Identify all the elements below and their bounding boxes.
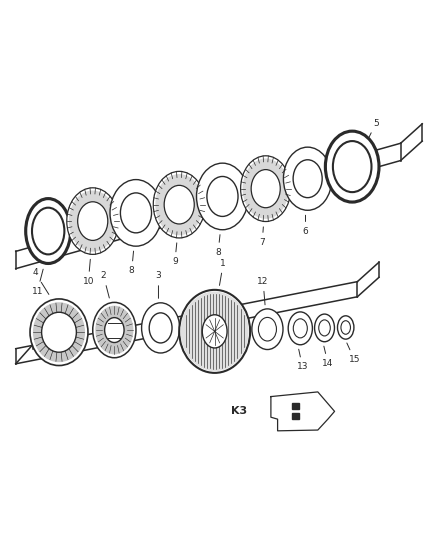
Ellipse shape <box>69 190 117 252</box>
Ellipse shape <box>288 312 312 345</box>
Ellipse shape <box>26 199 71 263</box>
Text: 14: 14 <box>322 346 334 368</box>
Ellipse shape <box>30 299 88 366</box>
Ellipse shape <box>110 180 162 246</box>
Ellipse shape <box>32 208 64 254</box>
Ellipse shape <box>180 292 249 371</box>
Text: 10: 10 <box>83 260 94 286</box>
Ellipse shape <box>105 318 124 343</box>
Text: 4: 4 <box>32 268 49 294</box>
Text: 9: 9 <box>172 243 178 266</box>
Text: K3: K3 <box>231 406 247 416</box>
Text: 8: 8 <box>129 251 134 276</box>
Ellipse shape <box>197 163 248 230</box>
Ellipse shape <box>293 160 322 198</box>
Ellipse shape <box>78 202 108 240</box>
Polygon shape <box>292 403 299 409</box>
Ellipse shape <box>243 158 289 219</box>
Ellipse shape <box>153 172 205 238</box>
Ellipse shape <box>33 302 85 362</box>
Text: 12: 12 <box>258 277 269 305</box>
Ellipse shape <box>283 147 332 211</box>
Ellipse shape <box>93 302 136 358</box>
Ellipse shape <box>341 321 350 334</box>
Ellipse shape <box>141 303 180 353</box>
Text: 11: 11 <box>32 269 43 296</box>
Ellipse shape <box>207 176 238 216</box>
Ellipse shape <box>120 193 152 233</box>
Ellipse shape <box>202 315 227 348</box>
Text: 1: 1 <box>219 259 226 285</box>
Ellipse shape <box>252 309 283 350</box>
Ellipse shape <box>325 131 379 202</box>
Ellipse shape <box>338 316 354 339</box>
Text: 15: 15 <box>347 343 360 364</box>
Ellipse shape <box>314 314 335 342</box>
Ellipse shape <box>67 188 119 254</box>
Ellipse shape <box>240 156 291 222</box>
Ellipse shape <box>251 169 280 208</box>
Ellipse shape <box>42 312 76 352</box>
Ellipse shape <box>149 313 172 343</box>
Ellipse shape <box>258 318 276 341</box>
Ellipse shape <box>164 185 194 224</box>
Ellipse shape <box>319 320 330 336</box>
Text: 3: 3 <box>155 271 161 298</box>
Text: 6: 6 <box>303 215 308 236</box>
Ellipse shape <box>293 319 307 338</box>
Ellipse shape <box>333 141 371 192</box>
Ellipse shape <box>95 306 134 354</box>
Text: 5: 5 <box>368 118 379 138</box>
Text: 8: 8 <box>215 235 221 257</box>
Text: 2: 2 <box>101 271 110 298</box>
Ellipse shape <box>179 290 250 373</box>
Ellipse shape <box>155 174 203 235</box>
Text: 7: 7 <box>259 227 265 247</box>
Polygon shape <box>292 413 299 419</box>
Text: 13: 13 <box>297 349 308 372</box>
